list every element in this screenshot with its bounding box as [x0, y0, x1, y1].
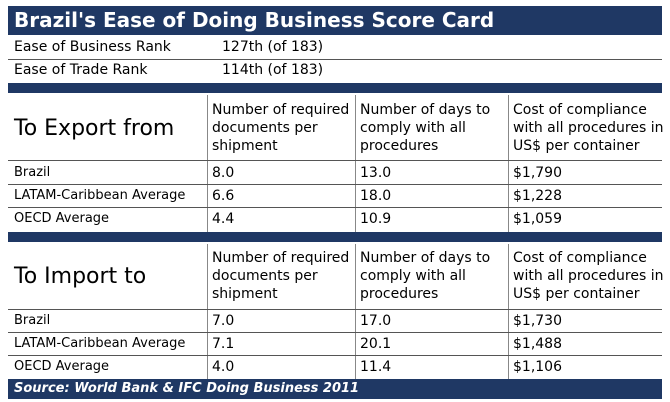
import-col-days-header: Number of days to comply with all proced… — [360, 250, 491, 302]
export-col-days-header: Number of days to comply with all proced… — [360, 102, 491, 154]
rank-value-trade: 114th (of 183) — [222, 62, 324, 78]
title-bar — [8, 6, 662, 35]
import-docs-value: 7.1 — [212, 336, 235, 352]
rank-label-trade: Ease of Trade Rank — [14, 62, 148, 78]
export-days-value: 13.0 — [360, 165, 392, 181]
export-cost-value: $1,228 — [513, 188, 562, 204]
export-col-docs-header: Number of required documents per shipmen… — [212, 102, 350, 154]
export-row-label: LATAM-Caribbean Average — [14, 188, 186, 203]
import-cost-value: $1,106 — [513, 359, 562, 375]
export-row-label: OECD Average — [14, 211, 110, 226]
export-row-label: Brazil — [14, 165, 51, 180]
divider — [8, 207, 662, 208]
export-days-value: 18.0 — [360, 188, 392, 204]
page-title: Brazil's Ease of Doing Business Score Ca… — [14, 8, 495, 32]
section-separator — [8, 232, 662, 242]
import-days-value: 20.1 — [360, 336, 392, 352]
export-cost-value: $1,059 — [513, 211, 562, 227]
export-days-value: 10.9 — [360, 211, 392, 227]
divider — [8, 59, 662, 60]
import-days-value: 11.4 — [360, 359, 392, 375]
import-row-label: LATAM-Caribbean Average — [14, 336, 186, 351]
divider — [8, 309, 662, 310]
divider — [8, 160, 662, 161]
export-cost-value: $1,790 — [513, 165, 562, 181]
column-divider — [207, 244, 208, 379]
divider — [8, 355, 662, 356]
column-divider — [508, 95, 509, 232]
rank-label-business: Ease of Business Rank — [14, 39, 171, 55]
source-bar — [8, 379, 662, 399]
export-col-cost-header: Cost of compliance with all procedures i… — [513, 102, 664, 154]
import-col-docs-header: Number of required documents per shipmen… — [212, 250, 350, 302]
import-cost-value: $1,730 — [513, 313, 562, 329]
divider — [8, 184, 662, 185]
column-divider — [207, 95, 208, 232]
import-docs-value: 7.0 — [212, 313, 235, 329]
export-section-title: To Export from — [14, 116, 175, 141]
export-docs-value: 6.6 — [212, 188, 235, 204]
rank-value-business: 127th (of 183) — [222, 39, 324, 55]
column-divider — [508, 244, 509, 379]
import-row-label: OECD Average — [14, 359, 110, 374]
section-separator — [8, 83, 662, 93]
import-docs-value: 4.0 — [212, 359, 235, 375]
import-days-value: 17.0 — [360, 313, 392, 329]
source-note: Source: World Bank & IFC Doing Business … — [14, 381, 360, 396]
divider — [8, 332, 662, 333]
column-divider — [355, 244, 356, 379]
export-docs-value: 4.4 — [212, 211, 235, 227]
import-section-title: To Import to — [14, 264, 147, 289]
column-divider — [355, 95, 356, 232]
import-cost-value: $1,488 — [513, 336, 562, 352]
export-docs-value: 8.0 — [212, 165, 235, 181]
import-col-cost-header: Cost of compliance with all procedures i… — [513, 250, 664, 302]
import-row-label: Brazil — [14, 313, 51, 328]
